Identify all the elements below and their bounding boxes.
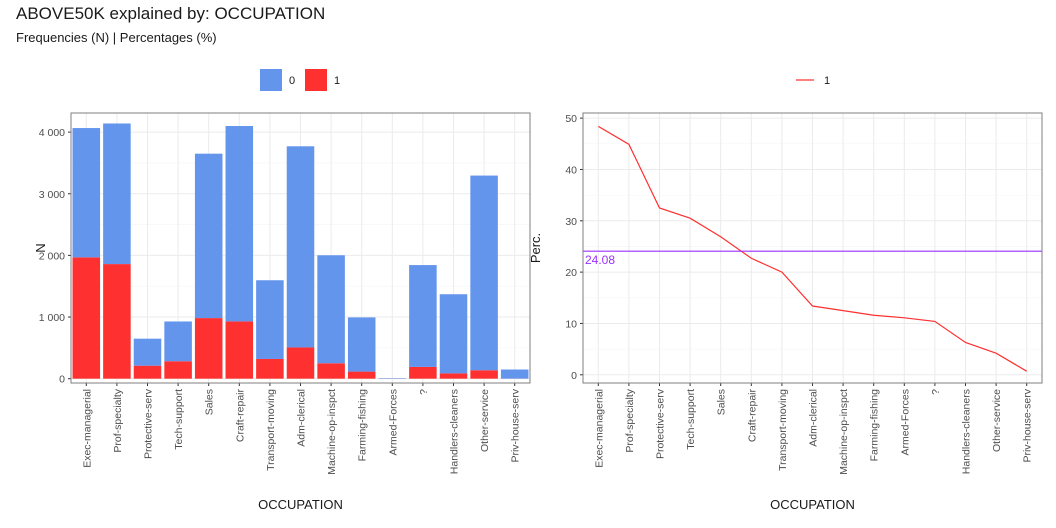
bar-segment-1: [317, 363, 345, 379]
y-tick-label: 50: [565, 113, 577, 125]
y-tick-label: 10: [565, 318, 577, 330]
x-tick-label: Exec-managerial: [81, 389, 93, 468]
x-tick-label: Farming-fishing: [357, 389, 369, 462]
series-line-1: [597, 125, 1028, 372]
bar-segment-0: [256, 280, 284, 359]
bar-segment-1: [409, 366, 437, 379]
x-tick-label: Priv-house-serv: [510, 388, 522, 462]
y-tick-label: 2 000: [39, 250, 65, 262]
bar-segment-0: [194, 153, 223, 319]
reference-line-label: 24.08: [585, 253, 615, 267]
legend-swatch-1: [305, 69, 327, 91]
bar-segment-1: [133, 365, 162, 379]
bar-segment-1: [72, 257, 101, 379]
x-tick-label: ?: [930, 389, 942, 395]
y-tick-label: 20: [565, 267, 577, 279]
bar-segment-0: [500, 369, 529, 379]
x-tick-label: Prof-specialty: [112, 388, 124, 452]
chart-subtitle: Frequencies (N) | Percentages (%): [16, 30, 217, 45]
x-tick-label: Priv-house-serv: [1022, 388, 1034, 462]
x-tick-label: Farming-fishing: [869, 389, 881, 462]
legend-label-1: 1: [334, 75, 340, 87]
bar-segment-0: [133, 338, 162, 366]
x-tick-label: Transport-moving: [265, 389, 277, 471]
bar-segment-1: [256, 358, 284, 379]
y-tick-label: 30: [565, 216, 577, 228]
x-tick-label: Other-service: [479, 389, 491, 452]
bar-segment-0: [286, 146, 315, 348]
legend-label-1: 1: [824, 75, 830, 87]
x-tick-label: Protective-serv: [143, 388, 155, 459]
panel-border: [70, 112, 531, 384]
x-tick-label: Armed-Forces: [387, 389, 399, 456]
x-tick-label: Transport-moving: [777, 389, 789, 471]
y-tick-label: 40: [565, 164, 577, 176]
bar-segment-0: [409, 265, 437, 367]
x-tick-label: Adm-clerical: [296, 389, 308, 447]
x-tick-label: Tech-support: [173, 389, 185, 450]
x-tick-label: Other-service: [991, 389, 1003, 452]
y-tick-label: 1 000: [39, 312, 65, 324]
legend-label-0: 0: [289, 75, 295, 87]
bar-segment-0: [164, 321, 192, 362]
x-tick-label: Tech-support: [685, 389, 697, 450]
panel-border: [582, 112, 1043, 384]
chart-title: ABOVE50K explained by: OCCUPATION: [16, 4, 326, 23]
bar-segment-1: [194, 318, 223, 379]
x-tick-label: Handlers-cleaners: [449, 389, 461, 474]
x-tick-label: ?: [418, 389, 430, 395]
bar-segment-0: [347, 317, 376, 372]
y-tick-label: 0: [59, 374, 65, 386]
y-tick-label: 0: [571, 370, 577, 382]
bar-segment-0: [225, 126, 254, 322]
x-tick-label: Sales: [204, 389, 216, 415]
x-tick-label: Machine-op-inspct: [326, 389, 338, 475]
bar-segment-0: [103, 123, 131, 265]
x-tick-label: Craft-repair: [234, 389, 246, 443]
x-tick-label: Adm-clerical: [808, 389, 820, 447]
bar-segment-1: [286, 347, 315, 379]
bar-segment-1: [347, 371, 376, 379]
x-tick-label: Sales: [716, 389, 728, 415]
y-tick-label: 4 000: [39, 127, 65, 139]
y-tick-label: 3 000: [39, 189, 65, 201]
bar-segment-1: [225, 321, 254, 379]
x-tick-label: Prof-specialty: [624, 388, 636, 452]
bar-segment-0: [470, 175, 498, 371]
x-axis-title: OCCUPATION: [258, 497, 343, 512]
x-axis-title: OCCUPATION: [770, 497, 855, 512]
legend-swatch-0: [260, 69, 282, 91]
x-tick-label: Armed-Forces: [899, 389, 911, 456]
bar-segment-1: [470, 370, 498, 379]
bar-segment-1: [103, 264, 131, 379]
bar-segment-0: [439, 294, 468, 374]
x-tick-label: Craft-repair: [746, 389, 758, 443]
bar-segment-1: [439, 373, 468, 379]
x-tick-label: Protective-serv: [655, 388, 667, 459]
bar-segment-1: [164, 361, 192, 379]
y-axis-title: Perc.: [528, 233, 543, 263]
bar-segment-0: [72, 128, 101, 258]
x-tick-label: Machine-op-inspct: [838, 389, 850, 475]
x-tick-label: Exec-managerial: [593, 389, 605, 468]
x-tick-label: Handlers-cleaners: [961, 389, 973, 474]
bar-segment-0: [317, 255, 345, 364]
y-axis-title: N: [33, 243, 48, 252]
